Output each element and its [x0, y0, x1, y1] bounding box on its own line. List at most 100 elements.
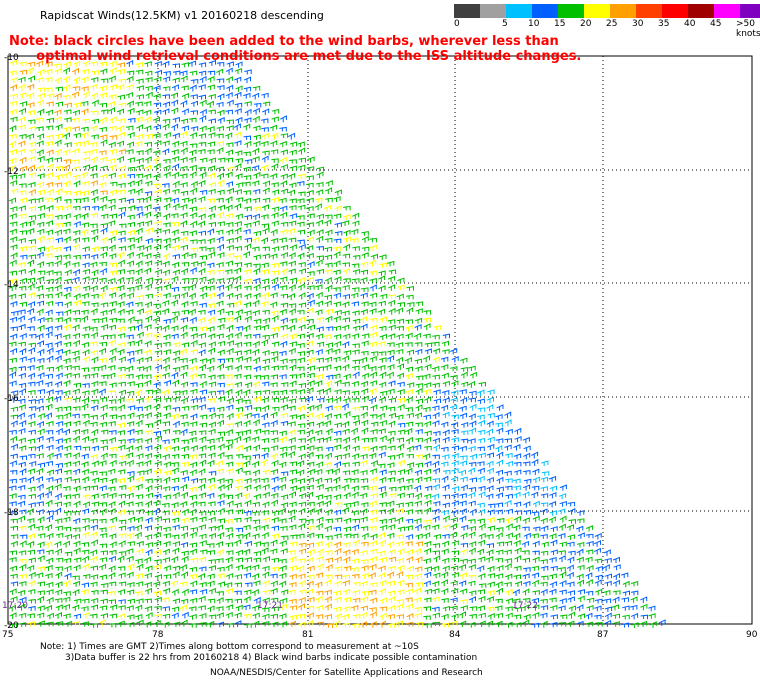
wind-barb	[10, 93, 18, 100]
wind-barb	[145, 565, 153, 572]
wind-barb	[63, 213, 71, 220]
wind-barb	[333, 461, 341, 468]
wind-barb	[45, 61, 53, 68]
wind-barb	[602, 564, 610, 572]
wind-barb	[351, 228, 359, 235]
wind-barb	[126, 198, 134, 204]
wind-barb	[10, 77, 18, 84]
wind-barb	[154, 278, 162, 283]
wind-barb	[19, 277, 27, 284]
wind-barb	[189, 326, 197, 332]
wind-barb	[63, 501, 71, 508]
wind-barb	[424, 499, 432, 507]
wind-barb	[117, 422, 125, 428]
wind-barb	[478, 491, 486, 499]
wind-barb	[99, 341, 107, 347]
wind-barb	[324, 603, 332, 611]
wind-barb	[323, 334, 332, 340]
wind-barb	[46, 269, 54, 276]
wind-barb	[73, 547, 81, 555]
wind-barb	[261, 127, 269, 132]
wind-barb	[386, 571, 394, 579]
wind-barb	[144, 379, 152, 387]
wind-barb	[152, 253, 161, 259]
wind-barb	[208, 157, 216, 164]
wind-barb	[297, 366, 305, 371]
wind-barb	[154, 140, 162, 147]
wind-barb	[351, 453, 359, 460]
wind-barb	[136, 453, 144, 460]
wind-barb	[19, 101, 28, 107]
wind-barb	[163, 540, 171, 547]
wind-barb	[468, 574, 477, 580]
wind-barb	[316, 357, 324, 363]
wind-barb	[468, 596, 476, 603]
wind-barb	[216, 333, 224, 339]
wind-barb	[315, 300, 324, 307]
wind-barb	[9, 588, 17, 595]
wind-barb	[19, 455, 27, 460]
wind-barb	[540, 565, 549, 571]
wind-barb	[181, 197, 190, 203]
wind-barb	[307, 356, 315, 364]
wind-barb	[27, 75, 35, 83]
wind-barb	[243, 175, 252, 180]
wind-barb	[388, 307, 396, 315]
wind-barb	[549, 581, 557, 588]
wind-barb	[261, 412, 268, 420]
wind-barb	[585, 621, 594, 627]
wind-barb	[531, 533, 539, 539]
wind-barb	[289, 159, 297, 164]
wind-barb	[505, 478, 513, 483]
wind-barb	[217, 179, 225, 187]
wind-barb	[28, 268, 36, 276]
wind-barb	[297, 613, 306, 619]
wind-barb	[199, 539, 207, 547]
wind-barb	[405, 407, 413, 412]
wind-barb	[63, 221, 71, 227]
wind-barb	[125, 309, 134, 315]
wind-barb	[180, 212, 188, 219]
wind-barb	[297, 413, 305, 420]
wind-barb	[73, 141, 82, 147]
wind-barb	[253, 596, 261, 604]
wind-barb	[235, 527, 244, 533]
wind-barb	[27, 326, 35, 331]
wind-barb	[242, 604, 251, 610]
wind-barb	[27, 476, 35, 484]
wind-barb	[334, 547, 342, 555]
wind-barb	[162, 260, 170, 267]
wind-barb	[414, 317, 423, 324]
wind-barb	[108, 107, 115, 115]
latitude-label: -14	[4, 280, 19, 290]
wind-barb	[63, 159, 72, 164]
wind-barb	[460, 524, 469, 531]
wind-barb	[377, 463, 386, 469]
wind-barb	[261, 404, 269, 412]
wind-barb	[172, 420, 180, 428]
wind-barb	[261, 447, 270, 452]
wind-barb	[387, 406, 396, 412]
wind-barb	[207, 285, 215, 291]
wind-barb	[424, 540, 432, 547]
wind-barb	[513, 444, 521, 451]
wind-barb	[108, 334, 116, 339]
wind-barb	[8, 510, 17, 516]
wind-barb	[397, 429, 406, 435]
wind-barb	[109, 60, 117, 67]
wind-barb	[351, 501, 359, 507]
color-swatch	[558, 4, 584, 18]
wind-barb	[432, 621, 440, 627]
wind-barb	[252, 246, 260, 252]
wind-barb	[100, 213, 109, 219]
wind-barb	[234, 582, 242, 588]
wind-barb	[225, 439, 234, 444]
wind-barb	[280, 340, 288, 348]
wind-barb	[63, 591, 71, 596]
wind-barb	[198, 373, 206, 379]
wind-barb	[370, 582, 378, 587]
wind-barb	[280, 163, 288, 171]
wind-barb	[135, 573, 143, 579]
wind-barb	[118, 342, 126, 348]
wind-barb	[162, 597, 170, 603]
